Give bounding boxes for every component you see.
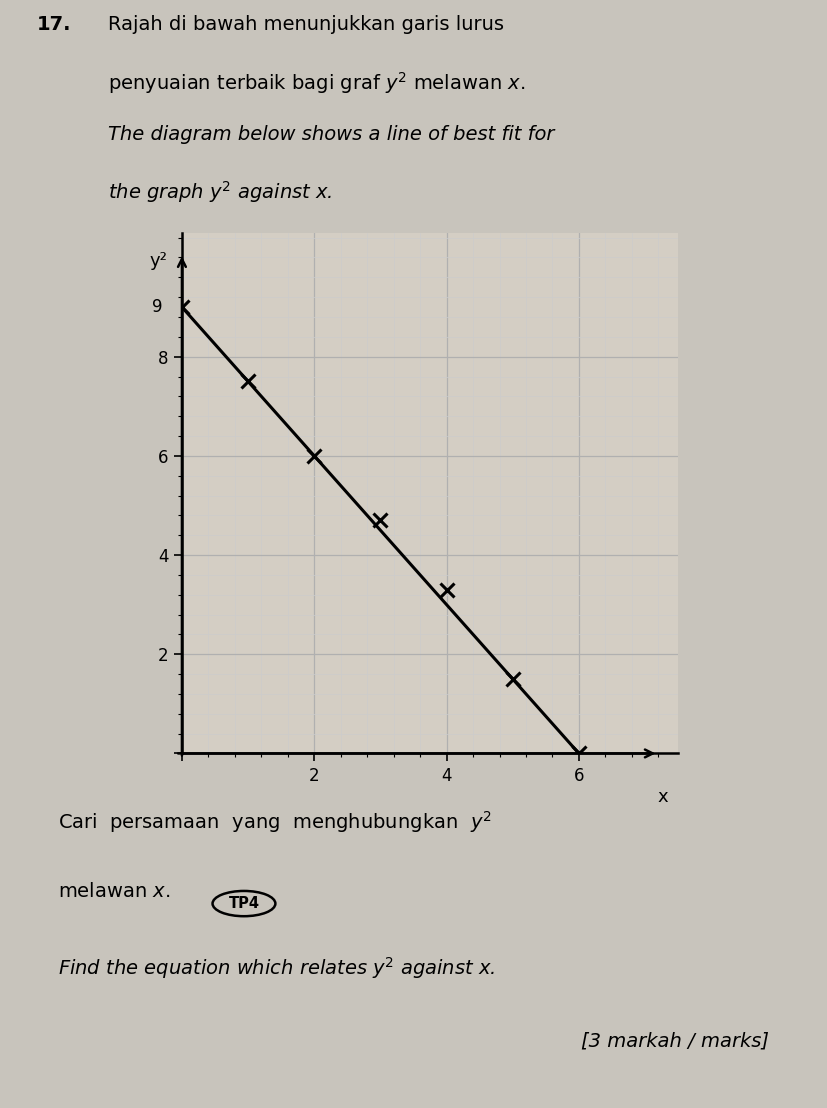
Text: y²: y²	[150, 253, 168, 270]
Text: Cari  persamaan  yang  menghubungkan  $y^2$: Cari persamaan yang menghubungkan $y^2$	[58, 809, 492, 834]
Text: [3 markah / marks]: [3 markah / marks]	[581, 1032, 769, 1050]
Text: x: x	[658, 788, 668, 807]
Text: Rajah di bawah menunjukkan garis lurus: Rajah di bawah menunjukkan garis lurus	[108, 16, 504, 34]
Text: TP4: TP4	[228, 896, 260, 911]
Text: Find the equation which relates $y^2$ against $x$.: Find the equation which relates $y^2$ ag…	[58, 955, 495, 981]
Text: The diagram below shows a line of best fit for: The diagram below shows a line of best f…	[108, 125, 554, 144]
Text: melawan $x$.: melawan $x$.	[58, 882, 170, 901]
Text: 17.: 17.	[37, 16, 72, 34]
Text: the graph $y^2$ against $x$.: the graph $y^2$ against $x$.	[108, 179, 332, 205]
Text: 9: 9	[151, 298, 162, 316]
Text: penyuaian terbaik bagi graf $y^2$ melawan $x$.: penyuaian terbaik bagi graf $y^2$ melawa…	[108, 70, 525, 96]
